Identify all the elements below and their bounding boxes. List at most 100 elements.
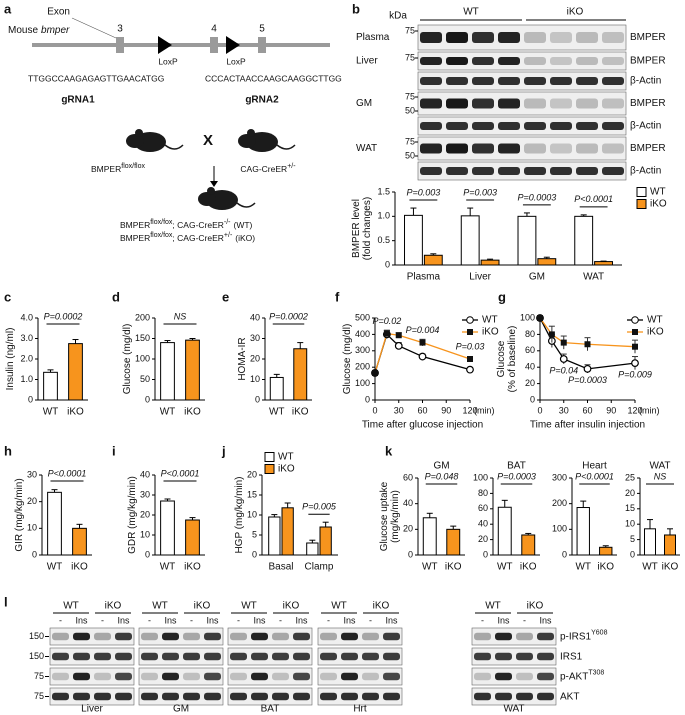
protein-label: p-AKTT308 (560, 669, 604, 682)
treatment-label: Ins (343, 615, 356, 625)
significance-label: P=0.004 (406, 325, 440, 335)
blot-band (204, 692, 221, 701)
blot-band (115, 652, 132, 661)
blot-band (162, 672, 179, 681)
bar (599, 546, 613, 556)
parent-genotype-part: flox/flox (121, 163, 145, 170)
y-tick-label: 400 (355, 329, 370, 339)
y-axis-label: (% of baseline) (507, 326, 518, 393)
blot (317, 687, 403, 706)
y-tick-label: 10 (27, 523, 37, 533)
legend-label: iKO (482, 327, 499, 338)
blot-band (498, 98, 520, 109)
blot-band (550, 143, 572, 154)
blot-band (602, 57, 624, 65)
treatment-label: - (101, 615, 104, 625)
offspring-genotype-part: flox/fox (150, 232, 173, 239)
blot-band (230, 692, 247, 701)
treatment-label: - (59, 615, 62, 625)
offspring-genotype-part: BMPER (120, 233, 150, 243)
marker (394, 341, 403, 350)
treatment-label: - (190, 615, 193, 625)
blot-band (524, 167, 546, 175)
treatment-label: Ins (75, 615, 88, 625)
blot-band (495, 692, 512, 701)
tissue-label: GM (173, 704, 189, 715)
blot-band (576, 98, 598, 109)
bar (185, 519, 200, 556)
treatment-label: Ins (385, 615, 398, 625)
chart-title: GM (433, 461, 449, 472)
blot-band (383, 632, 400, 641)
blot-band (183, 692, 200, 701)
blot-band (576, 77, 598, 85)
blot-band (383, 672, 400, 681)
marker (467, 356, 473, 362)
marker (395, 332, 402, 339)
treatment-label: Ins (164, 615, 177, 625)
panel-letter: i (112, 443, 116, 458)
bar (480, 259, 500, 266)
x-tick-label: iKO (597, 562, 614, 573)
y-tick-label: 1.5 (377, 186, 390, 196)
blot-band (251, 692, 268, 701)
blot-band (420, 167, 442, 175)
group-label: iKO (105, 601, 122, 612)
treatment-label: Ins (253, 615, 266, 625)
bar (306, 542, 319, 556)
significance-label: P=0.0002 (269, 311, 308, 321)
mouse-tail (236, 202, 256, 208)
mouse-ear (135, 129, 143, 137)
blot (49, 627, 135, 646)
x-tick-label: 90 (606, 405, 616, 415)
y-axis-label: Glucose (496, 340, 507, 377)
y-tick-label: 100 (135, 353, 150, 363)
blot-band (537, 672, 554, 681)
blot-band (446, 122, 468, 130)
bar (160, 500, 175, 556)
blot-band (498, 57, 520, 65)
y-tick-label: 40 (403, 498, 413, 508)
x-tick-label: 0 (372, 405, 377, 415)
kda-marker: 50 (405, 105, 415, 115)
y-tick-label: 60 (403, 472, 413, 482)
blot-band (230, 652, 247, 661)
marker (584, 341, 591, 348)
blot-band (320, 632, 337, 641)
blot-band (230, 672, 247, 681)
legend-marker (467, 329, 473, 335)
significance-label: NS (174, 311, 187, 321)
blot-band (446, 77, 468, 85)
x-axis-unit: (min) (474, 405, 495, 415)
group-label: iKO (194, 601, 211, 612)
treatment-label: Ins (497, 615, 510, 625)
blot-band (495, 652, 512, 661)
exon-number: 4 (211, 24, 217, 35)
x-tick-label: Liver (469, 272, 491, 283)
loxp-site (226, 36, 240, 54)
y-tick-label: 0 (28, 394, 33, 404)
blot-band (183, 632, 200, 641)
y-tick-label: 15 (247, 489, 257, 499)
bar (47, 491, 62, 556)
blot-band (420, 32, 442, 43)
significance-label: P=0.048 (425, 471, 459, 481)
tissue-label: GM (356, 98, 372, 109)
blot-band (420, 77, 442, 85)
chart-title: BAT (507, 461, 526, 472)
x-tick-label: 90 (441, 405, 451, 415)
blot-band (524, 98, 546, 109)
bar (422, 517, 437, 556)
blot (227, 667, 313, 686)
group-label: WT (485, 601, 501, 612)
y-axis-label: Glucose (mg/dl) (342, 324, 353, 395)
blot-band (576, 167, 598, 175)
tissue-label: Hrt (353, 704, 367, 715)
grna-label: gRNA1 (61, 95, 95, 106)
blot-band (472, 77, 494, 85)
y-tick-label: 100 (552, 524, 567, 534)
y-tick-label: 80 (478, 488, 488, 498)
bar (404, 214, 423, 266)
kda-marker: 150 (29, 651, 44, 661)
panel-letter: e (222, 289, 229, 304)
